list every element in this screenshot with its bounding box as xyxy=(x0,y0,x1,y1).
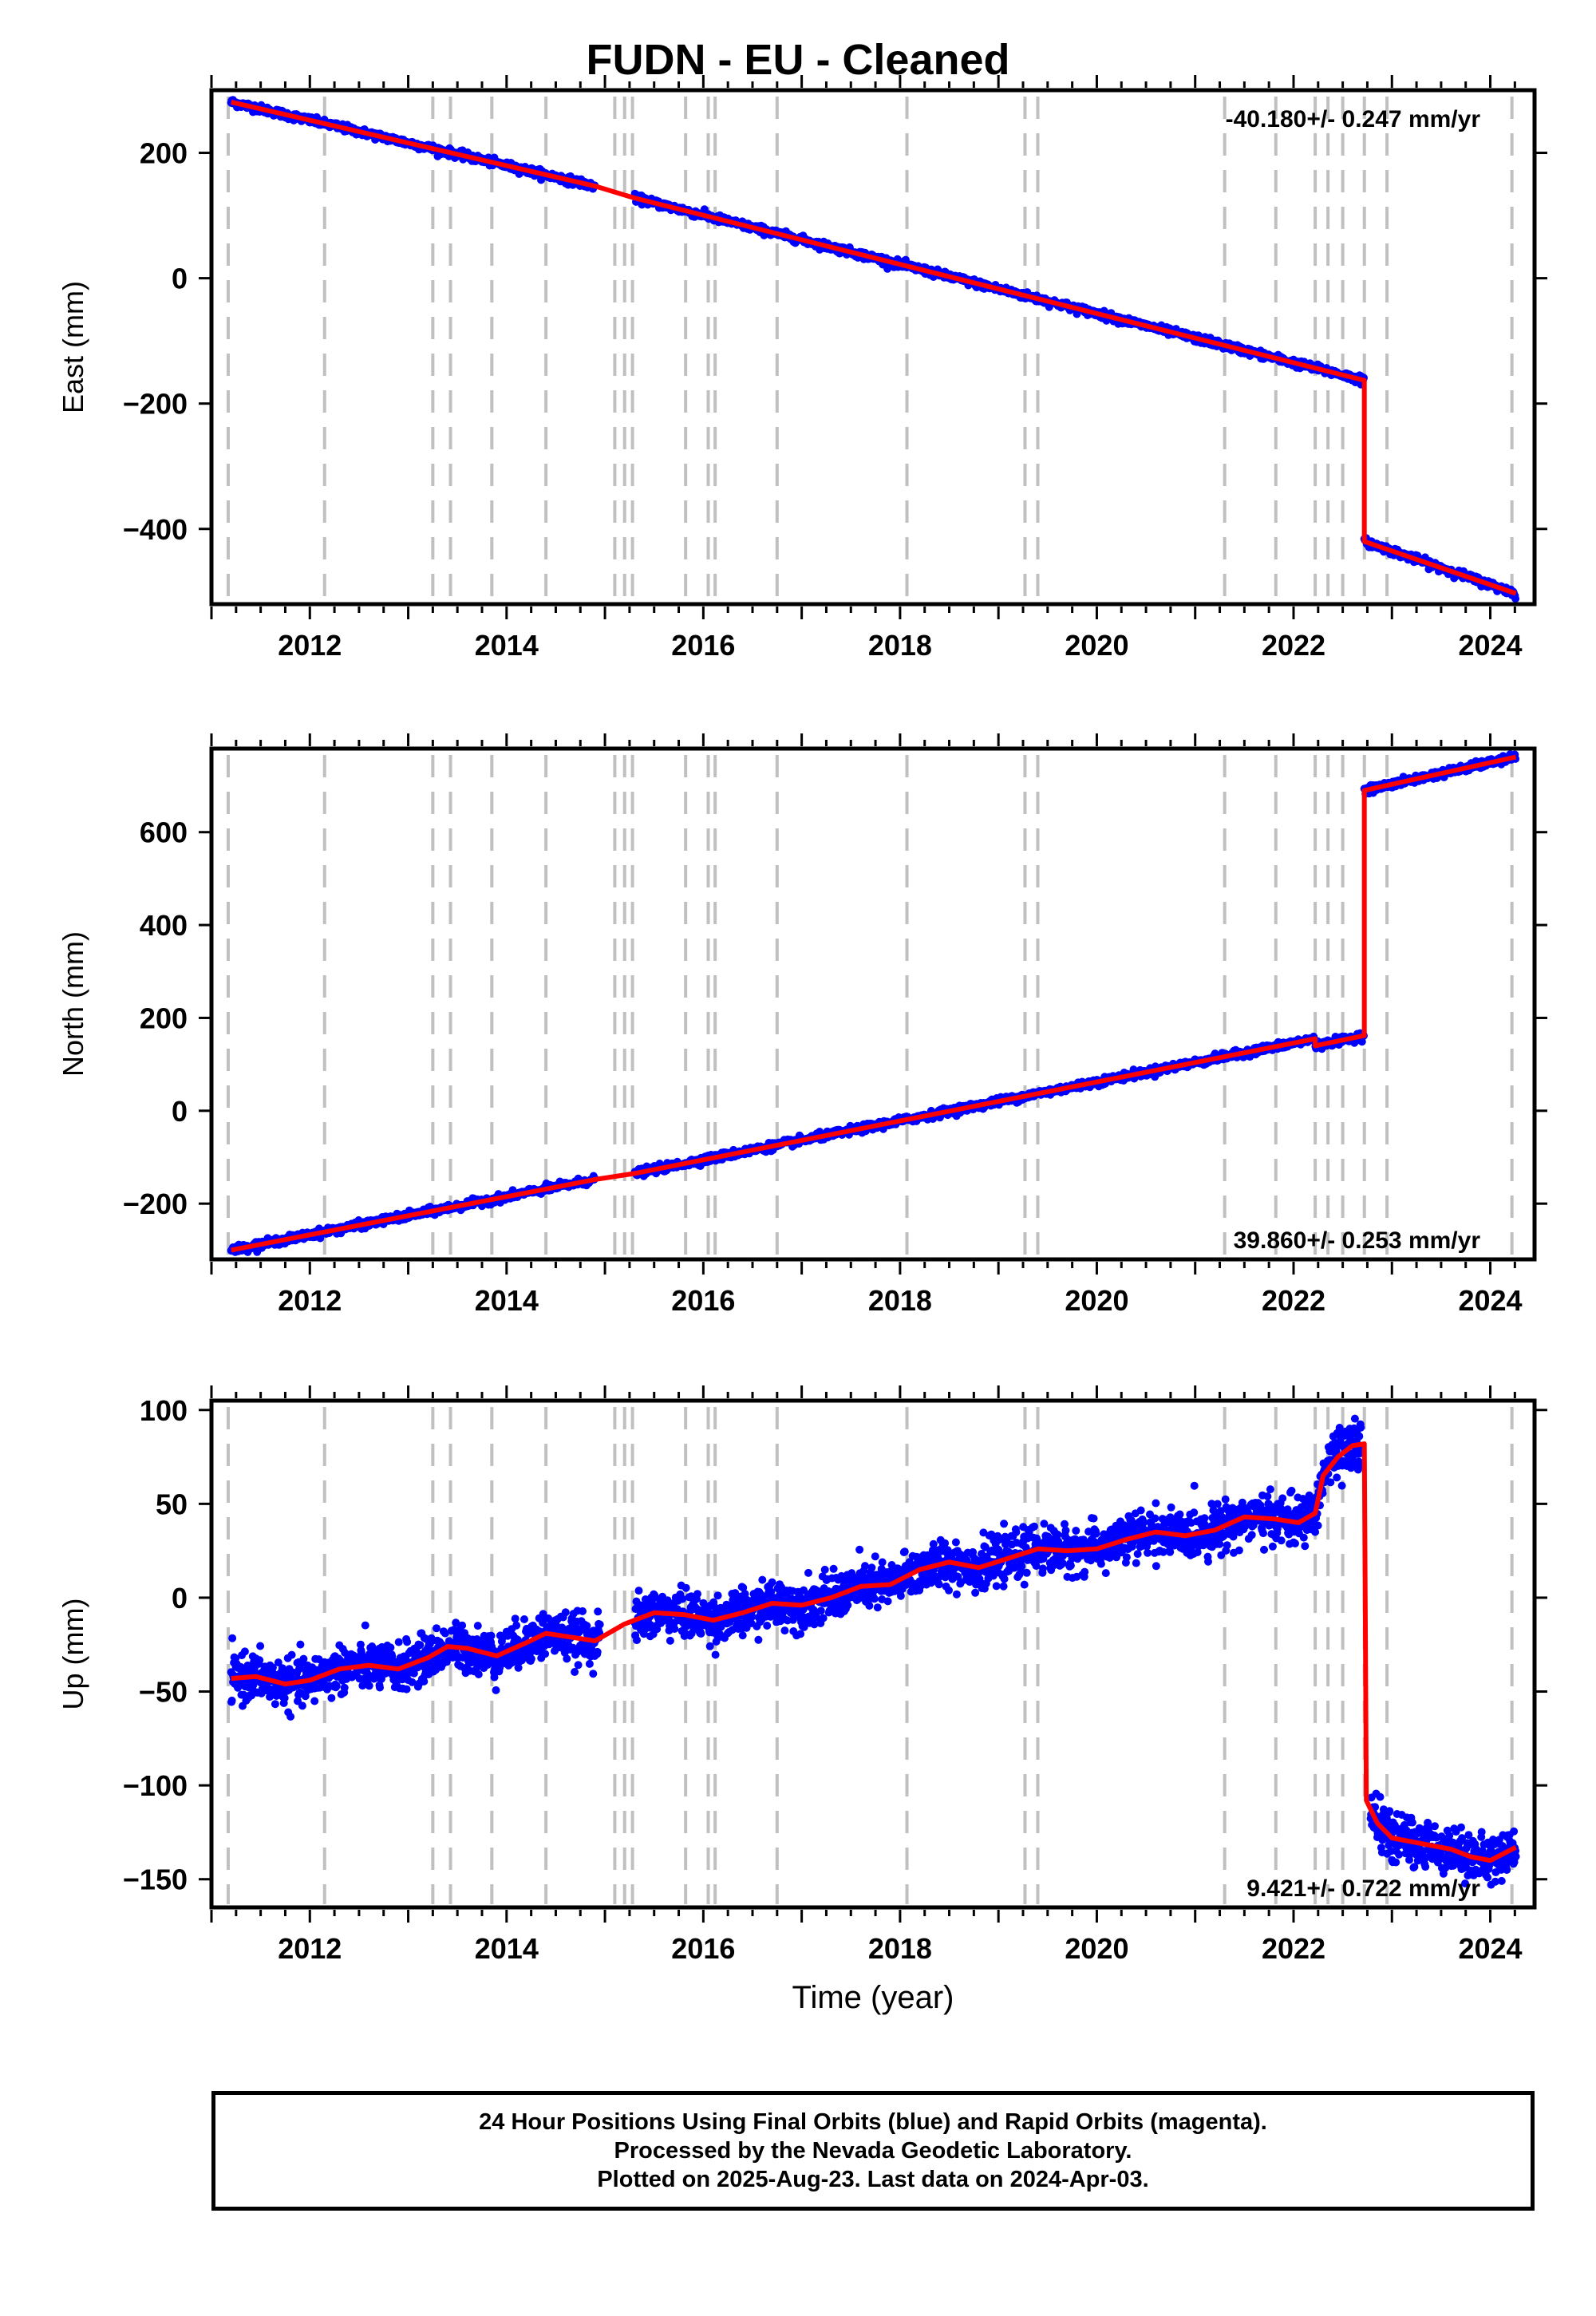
data-point xyxy=(361,1621,369,1630)
velocity-rate-label: -40.180+/- 0.247 mm/yr xyxy=(1226,106,1481,132)
data-point xyxy=(327,1694,336,1702)
y-tick-label: 400 xyxy=(140,909,188,942)
data-point xyxy=(340,1683,349,1692)
data-point xyxy=(365,1682,373,1690)
x-tick-label: 2012 xyxy=(278,1284,342,1317)
x-tick-label: 2022 xyxy=(1262,629,1325,662)
velocity-rate-label: 39.860+/- 0.253 mm/yr xyxy=(1234,1227,1481,1254)
data-point xyxy=(386,1643,395,1652)
y-axis-label: East (mm) xyxy=(57,281,89,413)
data-point xyxy=(310,1697,319,1705)
plot-frame xyxy=(209,88,1537,607)
data-points xyxy=(227,750,1520,1256)
data-point xyxy=(227,1696,236,1705)
x-tick-label: 2022 xyxy=(1262,1284,1325,1317)
plot-frame xyxy=(209,746,1537,1262)
x-tick-label: 2014 xyxy=(475,629,539,662)
data-point xyxy=(298,1701,306,1710)
y-tick-label: 600 xyxy=(140,816,188,849)
y-tick-label: 0 xyxy=(172,263,188,295)
data-point xyxy=(228,1634,237,1642)
y-tick-label: −200 xyxy=(123,388,188,421)
data-point xyxy=(287,1650,296,1659)
x-tick-label: 2020 xyxy=(1065,629,1128,662)
y-tick-label: −400 xyxy=(123,513,188,546)
x-tick-label: 2018 xyxy=(868,1284,932,1317)
data-point xyxy=(286,1713,295,1721)
panel-up: 2012 2014 2016 2018 2020 2022 2024−150−100−500… xyxy=(57,1385,1547,2015)
y-tick-label: −200 xyxy=(123,1188,188,1220)
y-tick-label: 200 xyxy=(140,1002,188,1034)
data-point xyxy=(332,1682,341,1690)
data-point xyxy=(271,1700,279,1709)
x-tick-label: 2018 xyxy=(868,629,932,662)
data-point xyxy=(256,1642,265,1650)
data-point xyxy=(240,1647,249,1656)
data-point xyxy=(1511,595,1520,603)
x-tick-label: 2016 xyxy=(671,1284,735,1317)
model-fit-line xyxy=(231,99,1517,596)
x-tick-label: 2016 xyxy=(671,629,735,662)
data-point xyxy=(280,1694,289,1702)
data-point xyxy=(255,1656,264,1665)
x-tick-label: 2024 xyxy=(1458,1284,1522,1317)
data-point xyxy=(394,1638,403,1646)
data-point xyxy=(296,1640,305,1649)
chart-title: FUDN - EU - Cleaned xyxy=(586,36,1010,84)
model-fit-line xyxy=(231,754,1517,1253)
data-points xyxy=(227,1414,1520,1889)
data-points xyxy=(227,96,1520,603)
x-tick-label: 2024 xyxy=(1458,629,1522,662)
y-axis-label: North (mm) xyxy=(57,931,89,1077)
panel-north: 2012 2014 2016 2018 2020 2022 2024 −200 0 200 400 6… xyxy=(57,733,1547,1317)
x-tick-label: 2012 xyxy=(278,629,342,662)
panel-east: 2012 2014 2016 2018 2020 2022 2024 −400 −200 0 200… xyxy=(57,75,1547,662)
y-tick-label: 0 xyxy=(172,1095,188,1128)
x-tick-label: 2014 xyxy=(475,1284,539,1317)
x-tick-label: 2020 xyxy=(1065,1284,1128,1317)
y-tick-label: 200 xyxy=(140,137,188,170)
data-point xyxy=(376,1683,384,1692)
